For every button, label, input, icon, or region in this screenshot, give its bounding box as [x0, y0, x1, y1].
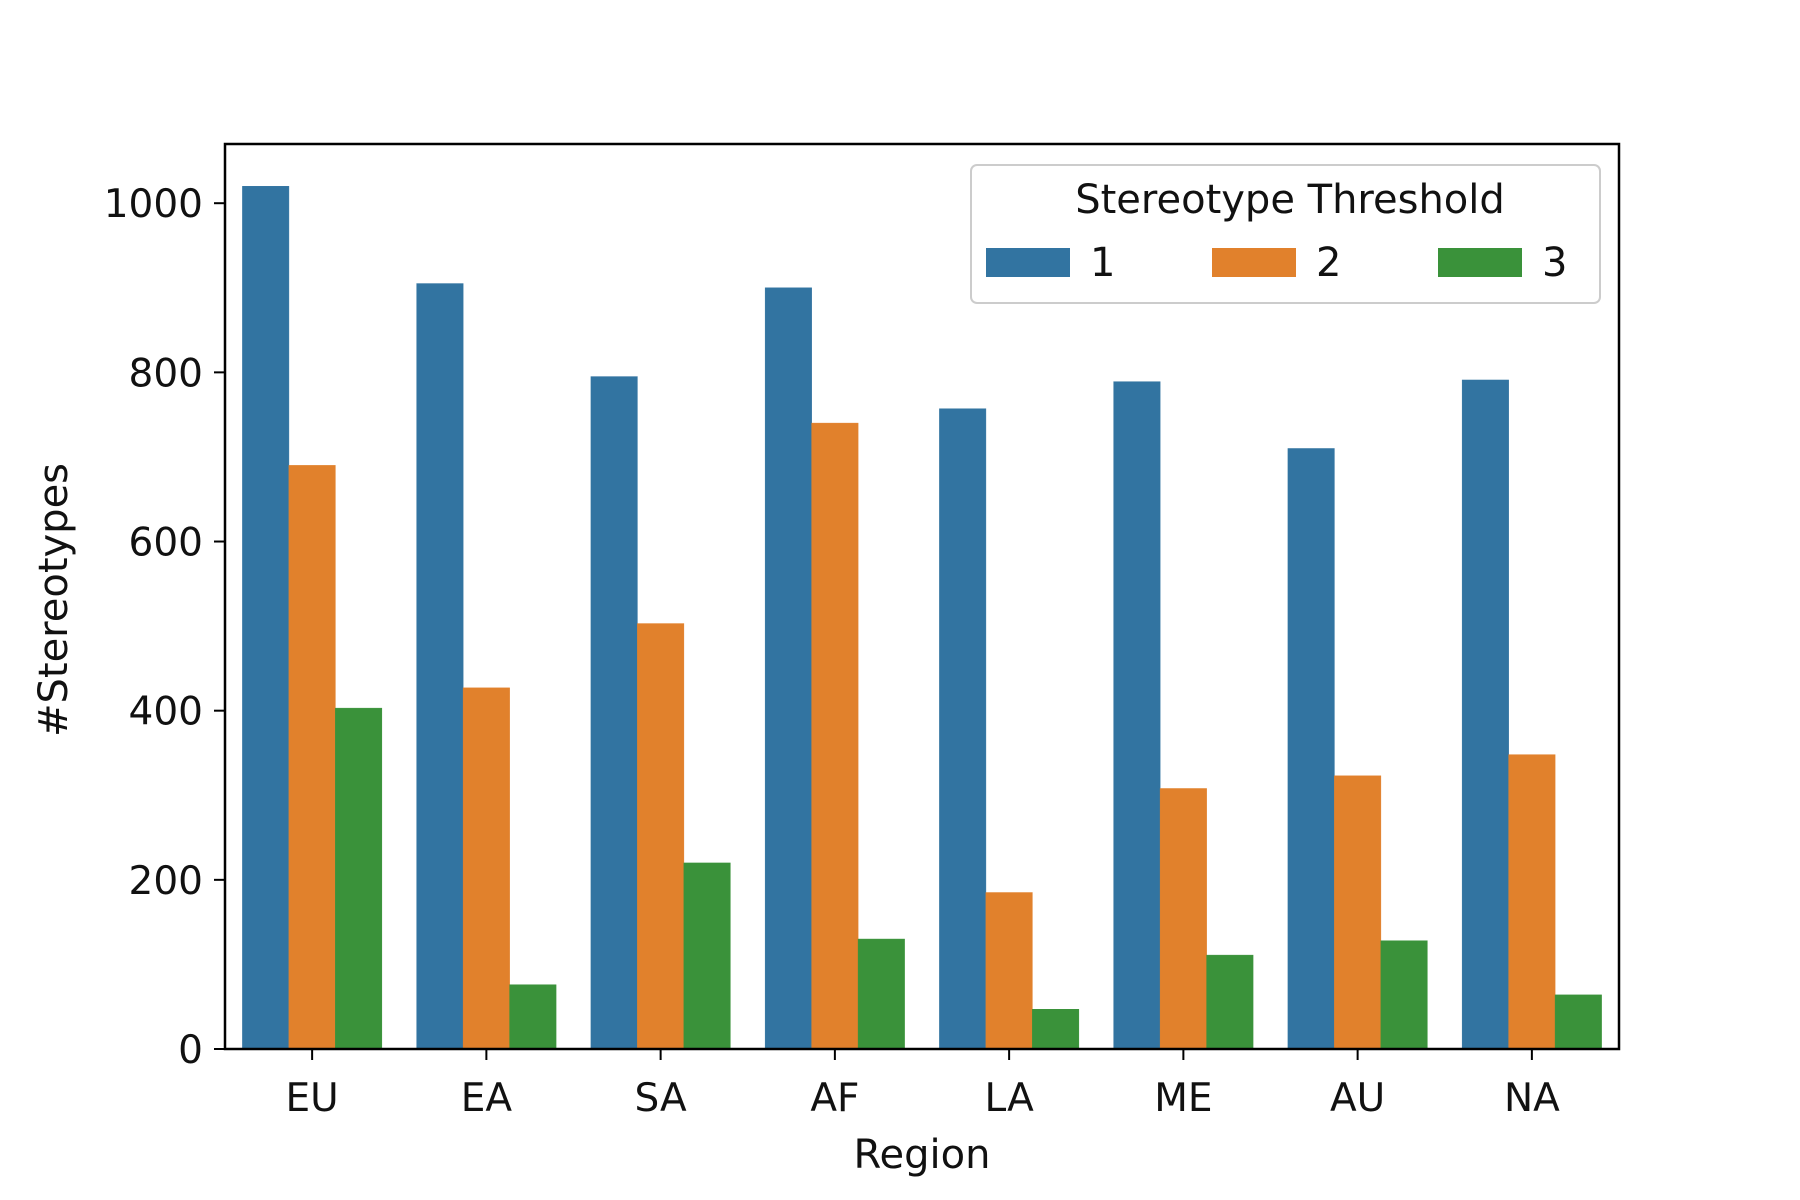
bar-me-threshold-2	[1159, 788, 1207, 1050]
bar-me-threshold-1	[1113, 381, 1161, 1050]
legend-swatch-2	[1212, 248, 1296, 277]
legend-entries: 1 2 3	[986, 240, 1567, 286]
bar-ea-threshold-2	[462, 687, 510, 1050]
x-tick-label-me: ME	[1154, 1076, 1212, 1121]
bar-la-threshold-2	[985, 892, 1033, 1050]
legend: Stereotype Threshold 1 2 3	[970, 164, 1601, 304]
y-tick-label: 400	[129, 690, 203, 735]
bar-au-threshold-3	[1380, 940, 1428, 1050]
x-axis-title: Region	[854, 1132, 991, 1178]
legend-label-1: 1	[1090, 240, 1115, 286]
bar-na-threshold-3	[1554, 994, 1602, 1050]
x-tick-label-eu: EU	[286, 1076, 339, 1121]
x-tick-label-sa: SA	[635, 1076, 687, 1121]
legend-label-2: 2	[1316, 240, 1341, 286]
bar-au-threshold-2	[1334, 775, 1382, 1050]
legend-label-3: 3	[1542, 240, 1567, 286]
y-tick-label: 600	[129, 521, 203, 566]
bar-la-threshold-1	[939, 408, 987, 1050]
legend-title: Stereotype Threshold	[1075, 177, 1505, 223]
x-tick-label-la: LA	[984, 1076, 1034, 1121]
bar-af-threshold-3	[857, 938, 905, 1050]
bars-layer	[242, 186, 1602, 1050]
bar-me-threshold-3	[1206, 954, 1254, 1050]
bar-ea-threshold-1	[416, 283, 464, 1050]
y-axis-title: #Stereotypes	[31, 463, 77, 737]
y-axis: 0 200 400 600 800 1000	[104, 182, 225, 1073]
x-tick-label-ea: EA	[461, 1076, 513, 1121]
bar-na-threshold-2	[1508, 754, 1556, 1050]
bar-sa-threshold-3	[683, 862, 731, 1050]
bar-eu-threshold-3	[335, 707, 383, 1050]
bar-af-threshold-1	[764, 287, 812, 1050]
bar-la-threshold-3	[1032, 1009, 1080, 1050]
bar-ea-threshold-3	[509, 984, 557, 1050]
x-tick-label-na: NA	[1504, 1076, 1560, 1121]
x-axis: EU EA SA AF LA ME AU NA	[286, 1049, 1560, 1121]
bar-eu-threshold-2	[288, 465, 336, 1050]
plot-frame	[223, 142, 1621, 1051]
bar-sa-threshold-2	[637, 623, 685, 1050]
bar-eu-threshold-1	[242, 186, 290, 1050]
bar-au-threshold-1	[1287, 448, 1335, 1050]
y-tick-label: 800	[129, 351, 203, 396]
y-tick-label: 1000	[104, 182, 203, 227]
legend-swatch-3	[1438, 248, 1522, 277]
x-tick-label-af: AF	[810, 1076, 859, 1121]
legend-swatch-1	[986, 248, 1070, 277]
x-tick-label-au: AU	[1330, 1076, 1385, 1121]
y-tick-label: 0	[178, 1028, 203, 1073]
bar-sa-threshold-1	[590, 376, 638, 1050]
y-tick-label: 200	[129, 859, 203, 904]
bar-na-threshold-1	[1461, 379, 1509, 1050]
bar-af-threshold-2	[811, 422, 859, 1050]
